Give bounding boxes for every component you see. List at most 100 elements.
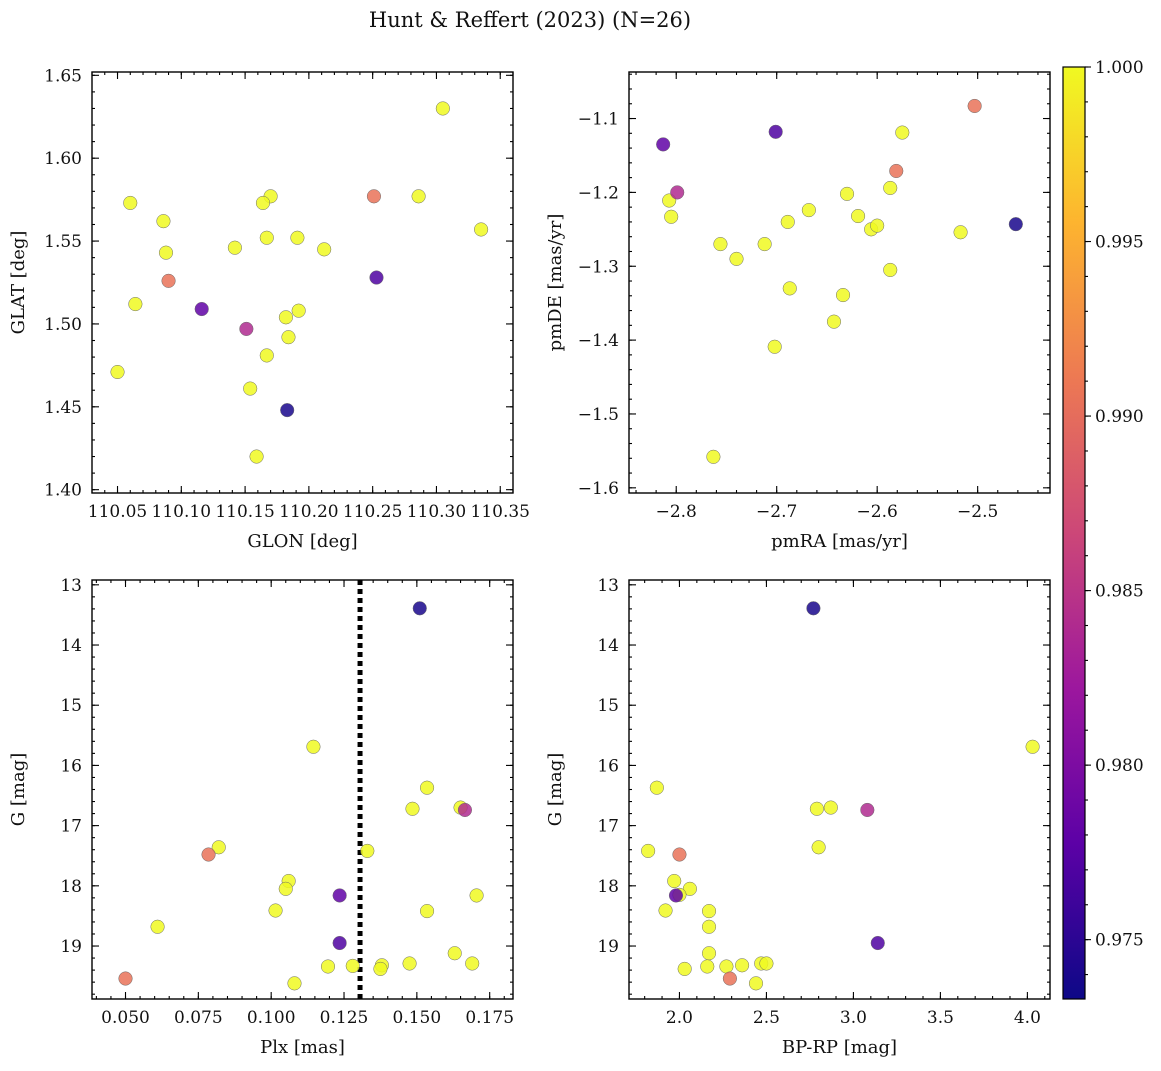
axis-ticks: [91, 72, 514, 493]
colorbar-tick-label: 0.990: [1095, 407, 1144, 427]
x-axis-label: pmRA [mas/yr]: [771, 531, 908, 552]
x-tick-label: 0.125: [320, 1008, 369, 1028]
y-tick-label: 17: [60, 817, 82, 837]
data-point: [280, 403, 295, 418]
data-point: [465, 956, 480, 971]
axes-frame: [628, 579, 1051, 1000]
data-point: [706, 449, 721, 464]
data-point: [255, 195, 271, 210]
colorbar-tick-label: 0.980: [1095, 756, 1144, 776]
data-point: [895, 125, 910, 140]
y-tick-label: 15: [597, 696, 619, 716]
data-point: [672, 847, 687, 862]
axes-frame: [628, 71, 1051, 494]
data-point: [851, 208, 866, 224]
data-point: [701, 946, 717, 961]
x-axis-label: BP-RP [mag]: [782, 1037, 897, 1058]
y-tick-label: 19: [597, 937, 619, 957]
data-point: [1008, 217, 1023, 232]
data-point: [883, 262, 898, 277]
data-point: [457, 802, 472, 818]
data-point: [656, 137, 671, 152]
data-point: [748, 976, 764, 991]
data-point: [701, 904, 717, 919]
y-tick-label: −1.3: [578, 257, 619, 277]
y-axis-label: pmDE [mas/yr]: [545, 214, 566, 352]
scatter-points: [110, 101, 489, 464]
data-point: [278, 310, 293, 325]
data-point: [435, 101, 450, 116]
y-tick-label: −1.4: [578, 331, 619, 351]
data-point: [405, 801, 420, 816]
x-tick-label: 2.5: [753, 1008, 780, 1028]
data-point: [664, 209, 679, 224]
data-point: [402, 956, 417, 971]
data-point: [243, 381, 258, 396]
x-tick-label: 0.175: [465, 1008, 514, 1028]
data-point: [806, 601, 821, 616]
y-tick-label: 1.40: [44, 481, 82, 501]
panel-pmra-pmde: −2.8 −2.7 −2.6 −2.5 −1.6 −1.5 −1.4 −1.3 −1.2 −1.1…: [545, 71, 1051, 552]
axis-ticks: [92, 580, 513, 999]
x-tick-label: 4.0: [1014, 1008, 1041, 1028]
data-point: [447, 946, 462, 961]
x-tick-label: −2.7: [756, 502, 797, 522]
x-tick-label: 3.0: [840, 1008, 867, 1028]
data-point: [870, 218, 885, 233]
data-point: [161, 273, 176, 288]
x-axis-label: Plx [mas]: [260, 1037, 345, 1058]
x-tick-label: 0.100: [247, 1008, 296, 1028]
data-point: [883, 180, 898, 196]
y-tick-label: 1.60: [44, 149, 82, 169]
y-tick-label: 1.50: [44, 315, 82, 335]
data-point: [420, 904, 435, 919]
data-point: [227, 240, 242, 255]
x-axis-label: GLON [deg]: [247, 531, 357, 552]
data-point: [767, 339, 782, 354]
data-point: [719, 959, 734, 974]
y-tick-label: −1.1: [578, 110, 619, 130]
data-point: [780, 214, 795, 229]
data-point: [332, 888, 347, 903]
data-point: [194, 301, 209, 317]
data-point: [700, 959, 715, 974]
data-point: [268, 903, 283, 918]
y-axis-label: GLAT [deg]: [8, 231, 29, 335]
data-point: [239, 321, 254, 336]
data-point: [641, 843, 656, 858]
data-point: [278, 881, 293, 896]
data-point: [412, 601, 427, 616]
data-point: [110, 364, 125, 380]
data-point: [809, 801, 824, 816]
data-point: [649, 780, 664, 795]
x-tick-label: 110.35: [471, 502, 530, 522]
data-point: [757, 237, 772, 252]
data-point: [889, 163, 904, 179]
x-tick-label: −2.5: [957, 502, 998, 522]
data-point: [118, 971, 133, 986]
data-point: [249, 449, 264, 464]
y-axis-label: G [mag]: [8, 753, 29, 826]
data-point: [953, 225, 968, 240]
x-tick-label: −2.6: [857, 502, 898, 522]
data-point: [366, 189, 381, 204]
x-tick-label: 0.050: [101, 1008, 150, 1028]
data-point: [411, 189, 426, 204]
data-point: [156, 214, 171, 229]
data-point: [860, 802, 875, 818]
axis-ticks: [629, 72, 1050, 493]
y-tick-label: 14: [597, 636, 619, 656]
data-point: [291, 303, 306, 318]
y-tick-label: 15: [60, 696, 82, 716]
data-point: [320, 959, 336, 974]
colorbar-tick-label: 0.975: [1095, 931, 1144, 951]
colorbar-tick-label: 0.985: [1095, 582, 1144, 602]
data-point: [677, 961, 692, 976]
y-tick-label: 18: [597, 877, 619, 897]
figure-title: Hunt & Reffert (2023) (N=26): [369, 8, 691, 32]
data-point: [670, 185, 685, 200]
data-point: [345, 958, 360, 973]
y-tick-label: 16: [60, 756, 82, 776]
data-point: [667, 873, 682, 889]
